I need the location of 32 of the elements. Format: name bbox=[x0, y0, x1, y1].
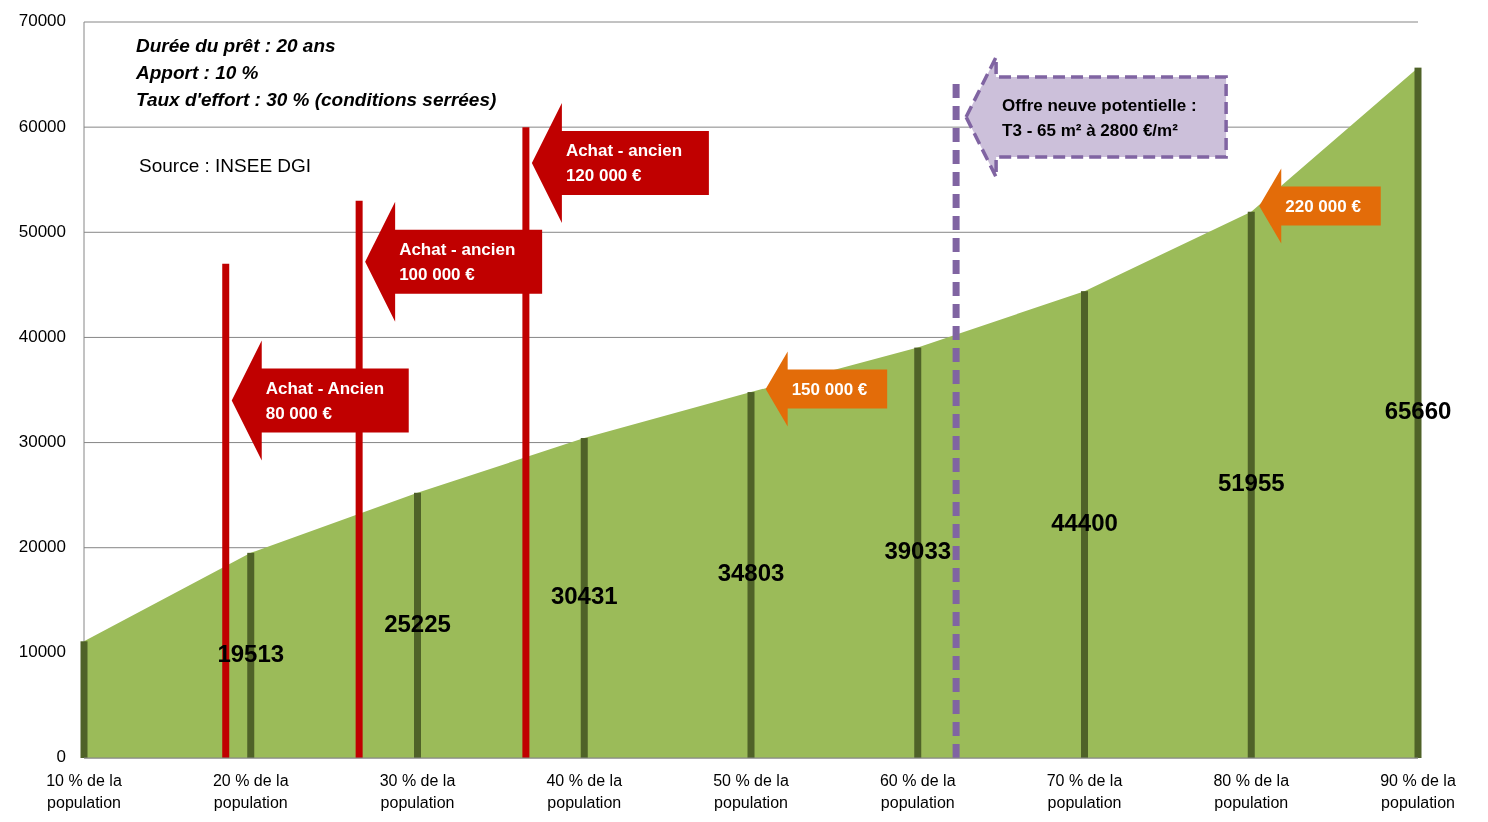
data-label: 51955 bbox=[1217, 469, 1285, 497]
annotation: 150 000 € bbox=[791, 379, 868, 399]
y-tick-label: 70000 bbox=[18, 11, 66, 31]
data-label: 44400 bbox=[1051, 508, 1118, 536]
y-tick-label: 20000 bbox=[18, 537, 66, 557]
data-label: 30431 bbox=[550, 582, 618, 610]
annotation: Achat - Ancien 80 000 € bbox=[265, 379, 385, 424]
x-tick-label: 30 % de la population bbox=[379, 772, 456, 811]
x-tick-label: 10 % de la population bbox=[46, 772, 122, 811]
y-tick-label: 10000 bbox=[18, 642, 66, 662]
bar bbox=[80, 641, 88, 758]
y-tick-label: 60000 bbox=[18, 116, 66, 136]
annotation: Achat - ancien 120 000 € bbox=[565, 141, 683, 186]
y-tick-label: 30000 bbox=[18, 432, 66, 452]
x-tick-label: 40 % de la population bbox=[546, 772, 623, 811]
annotation: 220 000 € bbox=[1285, 197, 1362, 216]
x-tick-label: 90 % de la population bbox=[1380, 772, 1456, 811]
y-tick-label: 50000 bbox=[18, 221, 66, 241]
annotation: Achat - ancien 100 000 € bbox=[399, 240, 516, 285]
y-tick-label: 0 bbox=[56, 747, 66, 767]
ref-line-label: Offre neuve potentielle : T3 - 65 m² à 2800 €/m² bbox=[1002, 96, 1197, 140]
data-label: 34803 bbox=[717, 559, 785, 587]
data-label: 39033 bbox=[884, 537, 952, 565]
y-tick-label: 40000 bbox=[18, 326, 66, 346]
x-tick-label: 70 % de la population bbox=[1046, 772, 1123, 811]
annotation: Durée du prêt : 20 ans Apport : 10 % Taux d'effort : 30 % (conditions serrées) bbox=[135, 35, 497, 110]
x-tick-label: 80 % de la population bbox=[1213, 772, 1290, 811]
x-tick-label: 20 % de la population bbox=[212, 772, 289, 811]
x-tick-label: 60 % de la population bbox=[879, 772, 956, 811]
x-tick-label: 50 % de la population bbox=[713, 772, 789, 811]
annotation: Source : INSEE DGI bbox=[139, 155, 312, 176]
data-label: 25225 bbox=[384, 609, 451, 637]
